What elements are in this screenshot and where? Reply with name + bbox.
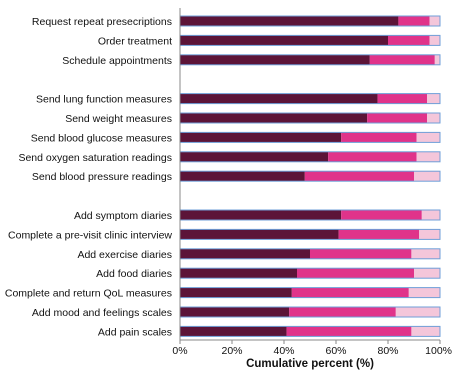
bar-segment-light [411, 248, 440, 259]
bar-segment-dark [180, 93, 378, 104]
bar-segment-magenta [377, 93, 427, 104]
category-label: Send weight measures [65, 113, 172, 125]
bar-segment-light [411, 326, 440, 337]
category-label: Add exercise diaries [77, 249, 172, 261]
x-tick-label: 60% [325, 345, 346, 357]
bar-segment-magenta [388, 35, 430, 46]
bar-segment-light [408, 287, 440, 298]
bar-segment-magenta [328, 151, 417, 162]
bar-segment-light [427, 93, 440, 104]
category-label: Add food diaries [96, 268, 172, 280]
bar-segment-magenta [369, 54, 435, 65]
category-label: Add symptom diaries [74, 210, 172, 222]
bar-segment-dark [180, 287, 292, 298]
bar-segment-magenta [341, 132, 417, 143]
bar-segment-dark [180, 229, 339, 240]
bar-segment-light [416, 151, 440, 162]
bar-segment-dark [180, 151, 329, 162]
category-label: Complete and return QoL measures [5, 288, 172, 300]
bar-segment-dark [180, 210, 342, 220]
bar-segment-light [414, 171, 440, 182]
bar-segment-dark [180, 268, 297, 279]
bar-segment-dark [180, 35, 388, 46]
x-tick-label: 40% [273, 345, 294, 357]
bar-segment-dark [180, 248, 310, 259]
bar-segment-magenta [291, 287, 409, 298]
category-label: Send oxygen saturation readings [18, 152, 172, 164]
category-label: Complete a pre-visit clinic interview [8, 229, 172, 241]
bar-segment-dark [180, 326, 287, 337]
bar-segment-dark [180, 132, 342, 143]
bar-segment-dark [180, 54, 370, 65]
bar-segment-light [429, 16, 440, 26]
category-labels: Request repeat presecriptions Order treat… [5, 16, 173, 338]
x-axis: 0% 20% 40% 60% 80% 100% [172, 8, 452, 357]
bar-segment-light [434, 54, 440, 65]
bar-segment-magenta [338, 229, 420, 240]
bar-segment-dark [180, 16, 399, 26]
x-tick-label: 80% [377, 345, 398, 357]
bar-segment-light [419, 229, 440, 240]
x-tick-label: 100% [425, 345, 452, 357]
category-label: Add mood and feelings scales [32, 307, 172, 319]
bar-segment-light [427, 113, 440, 123]
bars [179, 15, 441, 337]
bar-segment-magenta [310, 248, 412, 259]
bar-segment-light [414, 268, 440, 279]
category-label: Order treatment [98, 35, 172, 47]
x-axis-title: Cumulative percent (%) [246, 358, 374, 370]
bar-segment-light [395, 307, 440, 317]
bar-segment-light [416, 132, 440, 143]
bar-segment-magenta [304, 171, 414, 182]
bar-segment-magenta [289, 307, 396, 317]
bar-segment-light [421, 210, 440, 220]
category-label: Request repeat presecriptions [32, 16, 172, 28]
bar-segment-dark [180, 113, 368, 123]
bar-segment-magenta [341, 210, 422, 220]
bar-segment-light [429, 35, 440, 46]
x-tick-label: 0% [172, 345, 187, 357]
category-label: Schedule appointments [62, 55, 172, 67]
category-label: Send blood glucose measures [31, 132, 172, 144]
bar-segment-magenta [297, 268, 414, 279]
category-label: Send blood pressure readings [32, 171, 172, 183]
bar-segment-magenta [398, 16, 430, 26]
bar-segment-dark [180, 171, 305, 182]
bar-segment-dark [180, 307, 290, 317]
bar-segment-magenta [286, 326, 412, 337]
x-tick-label: 20% [221, 345, 242, 357]
bar-segment-magenta [367, 113, 427, 123]
category-label: Send lung function measures [36, 94, 172, 106]
category-label: Add pain scales [98, 326, 172, 338]
